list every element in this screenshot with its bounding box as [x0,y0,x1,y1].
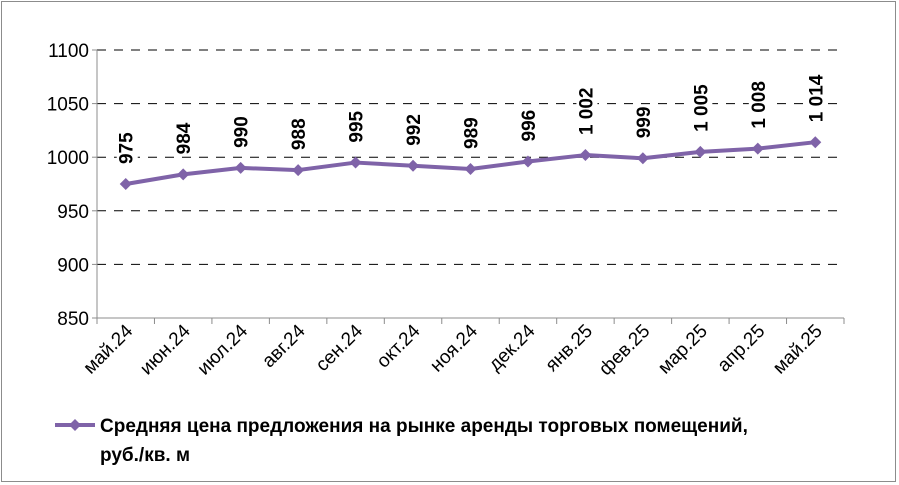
x-tick-label-янв.25: янв.25 [542,321,597,376]
data-point-сен.24 [349,156,362,169]
x-tick-label-ноя.24: ноя.24 [426,320,482,376]
data-label-июл.24: 990 [232,116,253,148]
x-tick-label-июл.24: июл.24 [194,320,253,379]
data-label-background [461,115,483,151]
data-label-background [633,104,655,141]
x-tick-label-окт.24: окт.24 [373,320,425,372]
data-point-апр.25 [751,142,764,155]
x-tick-label-май.25: май.25 [769,321,827,379]
series-layer [119,136,822,190]
x-tick-label-дек.24: дек.24 [485,320,540,375]
data-label-background [174,120,196,157]
x-tick-label-мар.25: мар.25 [654,321,712,379]
y-axis-ticks: 850 900 950 1000 1050 1100 [47,41,97,330]
y-tick-label-850: 850 [57,309,89,330]
data-point-май.25 [809,136,822,149]
legend-label-line-2: руб./кв. м [100,445,190,466]
legend-label-line-1: Средняя цена предложения на рынке аренды… [100,416,748,437]
axes [96,50,844,319]
data-label-дек.24: 996 [519,110,540,142]
data-label-май.24: 975 [117,132,138,164]
data-label-июн.24: 984 [174,122,195,154]
data-point-июн.24 [177,168,190,181]
gridlines [97,49,844,265]
data-label-background [289,116,311,153]
data-label-background [576,85,598,138]
data-label-мар.25: 1 005 [691,84,712,132]
data-point-ноя.24 [464,162,477,175]
data-label-янв.25: 1 002 [576,88,597,136]
data-label-background [116,129,138,166]
data-label-апр.25: 1 008 [749,81,770,129]
y-tick-label-1000: 1000 [47,148,89,169]
y-tick-label-900: 900 [57,255,89,276]
data-point-окт.24 [407,159,420,172]
data-label-фев.25: 999 [634,107,655,139]
data-point-май.24 [119,178,132,190]
data-point-янв.25 [579,149,592,162]
data-labels: 975 984 990 988 995 992 989 996 1 002 999 1 005 1 0… [116,72,828,166]
x-tick-label-фев.25: фев.25 [595,321,654,380]
data-label-май.25: 1 014 [806,74,827,122]
data-label-background [404,112,426,148]
data-label-background [231,114,253,150]
legend-label: Средняя цена предложения на рынке аренды… [100,416,753,466]
data-point-авг.24 [292,164,305,177]
data-label-сен.24: 995 [347,110,368,142]
data-label-background [748,79,770,131]
data-label-окт.24: 992 [404,114,425,146]
x-tick-label-апр.25: апр.25 [714,321,770,377]
x-tick-label-авг.24: авг.24 [258,320,310,372]
data-point-фев.25 [636,152,649,165]
legend-diamond-marker [69,419,81,431]
data-label-background [518,107,540,144]
y-tick-label-1050: 1050 [47,95,89,116]
y-tick-label-950: 950 [57,202,89,223]
x-tick-label-июн.24: июн.24 [136,320,195,379]
data-label-background [806,72,828,125]
data-label-авг.24: 988 [289,118,310,150]
data-label-ноя.24: 989 [462,117,483,149]
y-tick-label-1100: 1100 [48,41,89,62]
data-point-мар.25 [694,145,707,158]
data-label-background [346,108,368,145]
data-point-июл.24 [234,161,247,174]
legend: Средняя цена предложения на рынке аренды… [55,416,753,466]
x-tick-label-сен.24: сен.24 [312,320,367,375]
data-label-background [691,81,713,134]
data-point-дек.24 [521,155,534,168]
